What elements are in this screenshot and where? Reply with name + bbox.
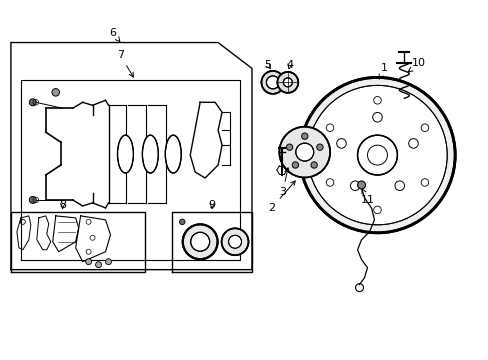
Ellipse shape [142, 135, 158, 173]
Text: 2: 2 [268, 181, 295, 213]
Text: 6: 6 [109, 28, 120, 42]
Circle shape [86, 219, 91, 224]
Circle shape [299, 77, 454, 233]
Text: 7: 7 [117, 50, 133, 77]
Text: 10: 10 [407, 58, 426, 72]
Text: 1: 1 [378, 63, 387, 79]
Circle shape [357, 181, 365, 189]
Circle shape [292, 162, 298, 168]
Circle shape [394, 181, 404, 190]
Circle shape [29, 99, 36, 106]
Circle shape [307, 85, 447, 225]
Circle shape [350, 181, 359, 190]
Circle shape [325, 179, 333, 186]
Circle shape [266, 76, 279, 89]
Circle shape [325, 124, 333, 131]
Circle shape [228, 235, 241, 248]
Circle shape [336, 139, 346, 148]
Circle shape [420, 179, 428, 186]
Circle shape [283, 78, 292, 87]
Text: 3: 3 [279, 168, 289, 197]
Text: 11: 11 [360, 189, 374, 205]
Circle shape [310, 162, 317, 168]
Circle shape [167, 149, 179, 159]
Circle shape [408, 139, 417, 148]
Circle shape [52, 89, 60, 96]
Circle shape [85, 259, 91, 265]
Circle shape [277, 72, 298, 93]
Text: 8: 8 [59, 200, 66, 210]
Circle shape [279, 127, 329, 177]
Circle shape [120, 149, 131, 159]
Circle shape [373, 206, 381, 214]
Circle shape [261, 71, 284, 94]
Circle shape [90, 235, 95, 240]
Circle shape [183, 224, 217, 259]
Circle shape [221, 228, 248, 255]
Circle shape [420, 124, 428, 131]
Circle shape [190, 232, 209, 251]
Circle shape [286, 144, 292, 150]
Circle shape [357, 135, 397, 175]
Circle shape [373, 96, 381, 104]
Ellipse shape [165, 135, 181, 173]
Text: 9: 9 [208, 200, 215, 210]
Ellipse shape [117, 135, 133, 173]
Circle shape [86, 249, 91, 254]
Text: 4: 4 [285, 60, 293, 71]
Circle shape [105, 259, 111, 265]
Circle shape [372, 112, 382, 122]
Text: 5: 5 [264, 60, 271, 71]
Circle shape [301, 133, 307, 139]
Circle shape [295, 143, 313, 161]
Circle shape [144, 149, 156, 159]
Circle shape [316, 144, 323, 150]
Circle shape [29, 197, 36, 203]
Circle shape [179, 219, 184, 225]
Circle shape [95, 262, 102, 268]
